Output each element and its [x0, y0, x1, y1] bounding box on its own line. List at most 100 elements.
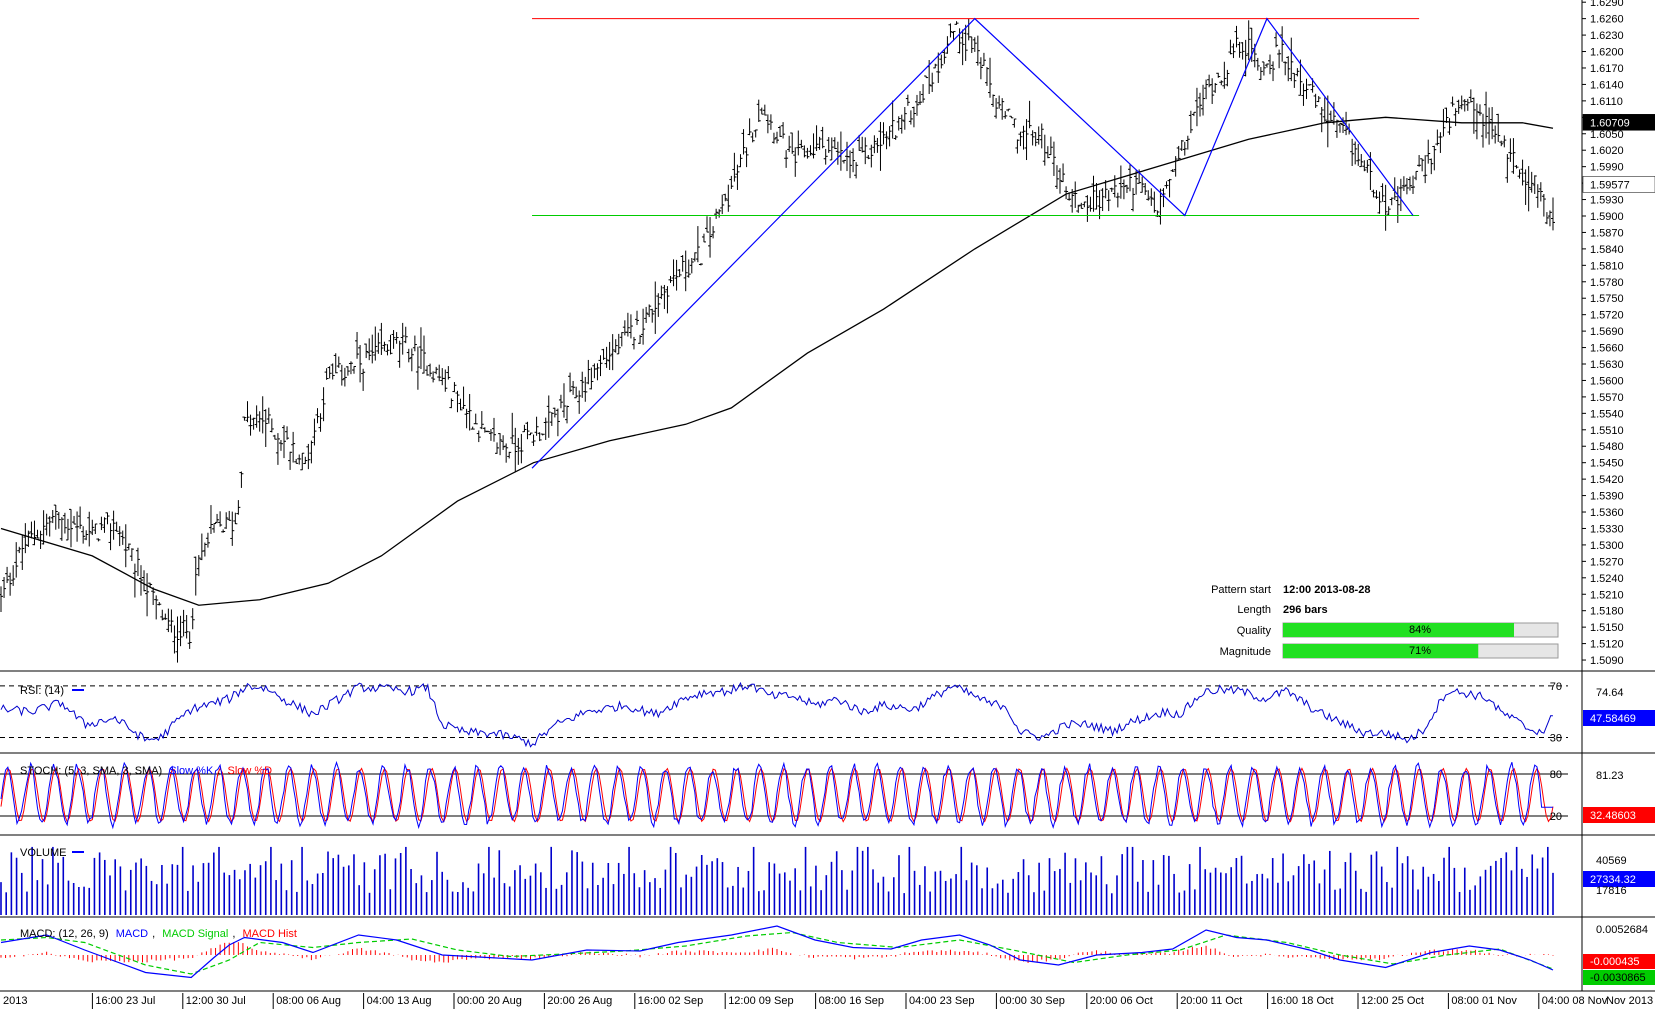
macd-signal-box	[1583, 970, 1655, 985]
price-tick-label: 1.5390	[1590, 491, 1624, 503]
pattern-zigzag-line	[531, 17, 1414, 469]
price-tick-label: 1.5930	[1590, 195, 1624, 207]
stoch-k-line	[0, 760, 1553, 830]
volume-bars	[0, 846, 1554, 915]
price-tick-label: 1.5120	[1590, 639, 1624, 651]
price-tick-label: 1.5570	[1590, 392, 1624, 404]
price-tick-label: 1.6050	[1590, 129, 1624, 141]
volume-title: VOLUME	[20, 847, 66, 859]
rsi-axis-label: 74.64	[1596, 687, 1624, 699]
rsi-level-30-label: 30	[1550, 733, 1562, 745]
moving-average-line	[0, 116, 1554, 606]
price-tick-label: 1.5720	[1590, 310, 1624, 322]
last-price-label-box	[1582, 176, 1655, 193]
x-tick-label: 08:00 06 Aug	[276, 995, 341, 1007]
pattern-start-label: Pattern start	[1211, 584, 1271, 596]
price-panel	[0, 17, 1555, 663]
macd-signal-line	[0, 931, 1554, 975]
x-tick-label: 12:00 09 Sep	[728, 995, 793, 1007]
price-tick-label: 1.5510	[1590, 425, 1624, 437]
x-tick-label: 20:00 26 Aug	[547, 995, 612, 1007]
volume-panel	[0, 846, 1554, 915]
stoch-title-prefix: STOCH: (5, 3, SMA, 3, SMA)	[20, 765, 162, 777]
x-tick-label: 20:00 06 Oct	[1090, 995, 1153, 1007]
macd-line	[0, 925, 1554, 979]
volume-current-box	[1583, 871, 1655, 887]
axes-layer: 1.6290 1.6260 1.6230 1.6200 1.6170 1.6140 1.61…	[3, 0, 1655, 1009]
x-tick-label: 04:00 13 Aug	[367, 995, 432, 1007]
price-tick-label: 1.6020	[1590, 145, 1624, 157]
price-tick-label: 1.5270	[1590, 556, 1624, 568]
price-tick-label: 1.5990	[1590, 162, 1624, 174]
price-tick-label: 1.5180	[1590, 606, 1624, 618]
quality-value: 84%	[1409, 624, 1431, 636]
pattern-start-value: 12:00 2013-08-28	[1283, 584, 1370, 596]
x-tick-label: 12:00 25 Oct	[1361, 995, 1424, 1007]
stoch-d-name: Slow %D	[228, 765, 273, 777]
x-tick-label: Nov 2013	[1606, 995, 1653, 1007]
stoch-sep: ,	[217, 765, 220, 777]
stoch-current-box	[1583, 807, 1655, 823]
stoch-axis-label: 81.23	[1596, 770, 1624, 782]
x-tick-label: 08:00 16 Sep	[819, 995, 884, 1007]
current-price-label-box	[1582, 114, 1655, 131]
x-tick-label: 16:00 18 Oct	[1271, 995, 1334, 1007]
x-tick-label: 16:00 23 Jul	[95, 995, 155, 1007]
price-tick-label: 1.5630	[1590, 359, 1624, 371]
macd-hist-bars	[0, 942, 1554, 963]
price-tick-label: 1.5780	[1590, 277, 1624, 289]
price-tick-label: 1.5300	[1590, 540, 1624, 552]
price-tick-label: 1.5150	[1590, 622, 1624, 634]
stoch-level-80-label: 80	[1550, 769, 1562, 781]
magnitude-label: Magnitude	[1220, 646, 1271, 658]
price-tick-label: 1.5240	[1590, 573, 1624, 585]
macd-title-prefix: MACD: (12, 26, 9)	[20, 928, 109, 940]
macd-sep-1: ,	[152, 928, 155, 940]
price-tick-label: 1.6110	[1590, 96, 1623, 108]
price-tick-label: 1.5210	[1590, 589, 1624, 601]
price-tick-label: 1.5090	[1590, 655, 1624, 667]
price-bars	[0, 18, 1555, 663]
price-tick-label: 1.5330	[1590, 523, 1624, 535]
stoch-title: STOCH: (5, 3, SMA, 3, SMA) Slow %K , Slo…	[20, 765, 272, 777]
macd-hist-name: MACD Hist	[243, 928, 297, 940]
price-tick-label: 1.5840	[1590, 244, 1624, 256]
price-tick-label: 1.6260	[1590, 14, 1624, 26]
pattern-info-box: Pattern start 12:00 2013-08-28 Length 29…	[1211, 584, 1559, 659]
rsi-current-label: 47.58469	[1590, 713, 1636, 725]
macd-current-label: -0.000435	[1590, 956, 1640, 968]
macd-signal-name: MACD Signal	[162, 928, 228, 940]
price-tick-label: 1.6230	[1590, 30, 1624, 42]
x-tick-label: 00:00 20 Aug	[457, 995, 522, 1007]
volume-current-label: 27334.32	[1590, 874, 1636, 886]
price-tick-label: 1.5690	[1590, 326, 1624, 338]
price-tick-label: 1.6140	[1590, 79, 1624, 91]
x-tick-label: 2013	[3, 995, 27, 1007]
magnitude-bar-fill	[1283, 644, 1479, 658]
price-tick-label: 1.5660	[1590, 343, 1624, 355]
price-tick-label: 1.5900	[1590, 211, 1624, 223]
price-tick-label: 1.6200	[1590, 47, 1624, 59]
grid-layer	[0, 0, 1655, 992]
macd-name: MACD	[116, 928, 148, 940]
price-tick-label: 1.5420	[1590, 474, 1624, 486]
rsi-level-70-label: 70	[1550, 681, 1562, 693]
volume-axis-lower: 17816	[1596, 885, 1627, 897]
stoch-level-20-label: 20	[1550, 811, 1562, 823]
stoch-current-label: 32.48603	[1590, 810, 1636, 822]
stoch-panel: 80 20	[0, 760, 1568, 830]
magnitude-value: 71%	[1409, 645, 1431, 657]
stoch-d-line	[0, 767, 1554, 823]
macd-title: MACD: (12, 26, 9) MACD , MACD Signal , M…	[20, 928, 297, 940]
price-tick-label: 1.5750	[1590, 293, 1624, 305]
rsi-current-box	[1583, 710, 1655, 726]
price-tick-label: 1.6290	[1590, 0, 1624, 9]
quality-label: Quality	[1237, 625, 1272, 637]
quality-bar-fill	[1283, 623, 1514, 637]
price-tick-label: 1.5360	[1590, 507, 1624, 519]
x-tick-label: 00:00 30 Sep	[999, 995, 1064, 1007]
x-tick-label: 04:00 23 Sep	[909, 995, 974, 1007]
rsi-line	[0, 681, 1554, 748]
